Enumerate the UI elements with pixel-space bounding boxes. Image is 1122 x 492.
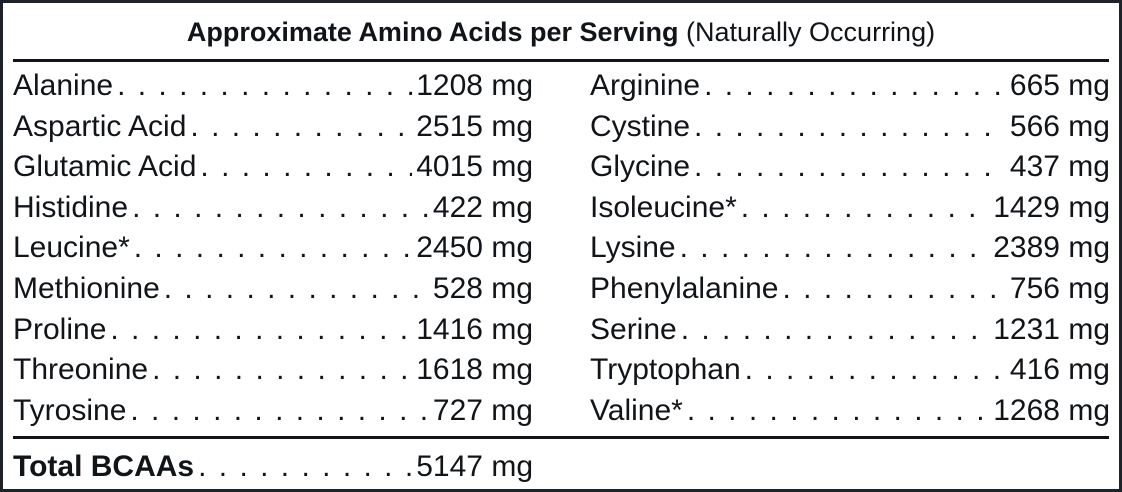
amino-acid-row: Histidine 422 mg	[13, 188, 533, 229]
dot-leader	[152, 350, 412, 391]
dot-leader	[741, 188, 989, 229]
left-column: Alanine 1208 mg Aspartic Acid 2515 mg Glutam…	[13, 66, 533, 431]
dot-leader	[198, 447, 412, 488]
amino-acid-row: Proline 1416 mg	[13, 310, 533, 351]
amino-acid-name: Glycine	[590, 150, 691, 184]
dot-leader	[130, 391, 429, 432]
amino-acid-name: Methionine	[13, 271, 160, 305]
amino-acid-name: Valine*	[590, 393, 683, 427]
amino-acid-name: Histidine	[13, 190, 129, 224]
dot-leader	[694, 147, 1006, 188]
amino-acid-amount: 416 mg	[1009, 353, 1110, 387]
amino-acid-name: Serine	[590, 312, 677, 346]
amino-acid-amount: 2450 mg	[416, 231, 533, 265]
amino-acid-row: Methionine 528 mg	[13, 269, 533, 310]
amino-acid-amount: 665 mg	[1009, 69, 1110, 102]
amino-acid-name: Leucine*	[13, 231, 130, 265]
amino-acid-amount: 2389 mg	[993, 231, 1110, 265]
amino-acid-row: Tryptophan 416 mg	[590, 350, 1110, 391]
dot-leader	[687, 391, 989, 432]
amino-acid-name: Aspartic Acid	[13, 109, 187, 143]
amino-acid-row: Glutamic Acid 4015 mg	[13, 147, 533, 188]
amino-acid-amount: 437 mg	[1009, 150, 1110, 184]
amino-acid-row: Serine 1231 mg	[590, 310, 1110, 351]
right-column: Arginine 665 mg Cystine 566 mg Glycine 437 mg…	[590, 66, 1110, 431]
amino-acid-amount: 727 mg	[432, 393, 533, 427]
title-bold: Approximate Amino Acids per Serving	[186, 17, 679, 47]
amino-acid-name: Lysine	[590, 231, 676, 265]
amino-acid-amount: 2515 mg	[416, 109, 533, 143]
amino-acid-name: Isoleucine*	[590, 190, 737, 224]
dot-leader	[704, 66, 1006, 107]
dot-leader	[110, 310, 412, 351]
dot-leader	[680, 228, 990, 269]
amino-acid-name: Alanine	[13, 69, 114, 102]
dot-leader	[200, 147, 412, 188]
amino-acid-amount: 528 mg	[432, 271, 533, 305]
amino-acid-name: Cystine	[590, 109, 691, 143]
amino-acid-row: Phenylalanine 756 mg	[590, 269, 1110, 310]
amino-acid-row: Glycine 437 mg	[590, 147, 1110, 188]
dot-leader	[132, 188, 429, 229]
total-label: Total BCAAs	[13, 450, 195, 483]
total-row: Total BCAAs 5147 mg	[13, 447, 533, 488]
dot-leader	[745, 350, 1006, 391]
amino-acid-name: Threonine	[13, 353, 149, 387]
dot-leader	[190, 107, 412, 148]
dot-leader	[117, 66, 412, 107]
amino-acid-row: Cystine 566 mg	[590, 107, 1110, 148]
amino-acid-amount: 756 mg	[1009, 271, 1110, 305]
amino-acid-row: Alanine 1208 mg	[13, 66, 533, 107]
amino-acid-name: Phenylalanine	[590, 271, 779, 305]
amino-acid-amount: 1231 mg	[993, 312, 1110, 346]
amino-acid-row: Tyrosine 727 mg	[13, 391, 533, 432]
amino-acid-name: Proline	[13, 312, 107, 346]
bottom-divider	[13, 436, 1109, 439]
amino-acid-amount: 1618 mg	[416, 353, 533, 387]
amino-acid-row: Isoleucine* 1429 mg	[590, 188, 1110, 229]
dot-leader	[164, 269, 429, 310]
amino-acid-amount: 422 mg	[432, 190, 533, 224]
amino-acid-row: Threonine 1618 mg	[13, 350, 533, 391]
amino-acid-row: Lysine 2389 mg	[590, 228, 1110, 269]
amino-acid-name: Tryptophan	[590, 353, 741, 387]
amino-acid-row: Valine* 1268 mg	[590, 391, 1110, 432]
top-divider	[13, 59, 1109, 62]
amino-acid-amount: 1268 mg	[993, 393, 1110, 427]
amino-acid-name: Tyrosine	[13, 393, 127, 427]
amino-acid-row: Aspartic Acid 2515 mg	[13, 107, 533, 148]
dot-leader	[782, 269, 1005, 310]
panel-title: Approximate Amino Acids per Serving (Nat…	[3, 15, 1119, 49]
title-note: (Naturally Occurring)	[686, 17, 936, 47]
dot-leader	[694, 107, 1006, 148]
amino-acid-row: Arginine 665 mg	[590, 66, 1110, 107]
dot-leader	[681, 310, 990, 351]
amino-acid-row: Leucine* 2450 mg	[13, 228, 533, 269]
amino-acid-amount: 566 mg	[1009, 109, 1110, 143]
dot-leader	[134, 228, 412, 269]
amino-acid-amount: 1429 mg	[993, 190, 1110, 224]
amino-acid-amount: 1416 mg	[416, 312, 533, 346]
amino-acid-amount: 1208 mg	[416, 69, 533, 102]
total-value: 5147 mg	[416, 450, 533, 483]
amino-acid-amount: 4015 mg	[416, 150, 533, 184]
amino-acid-name: Arginine	[590, 69, 701, 102]
amino-acid-name: Glutamic Acid	[13, 150, 197, 184]
